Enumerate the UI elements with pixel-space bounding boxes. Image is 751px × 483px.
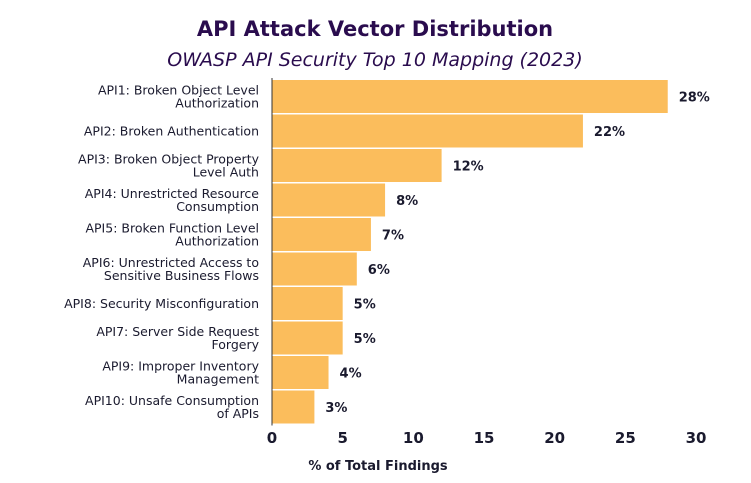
category-label: API4: Unrestricted Resource Consumption bbox=[85, 186, 260, 214]
category-label-line: of APIs bbox=[217, 406, 259, 421]
value-label: 6% bbox=[368, 263, 390, 278]
bar bbox=[272, 287, 343, 320]
category-label-line: API2: Broken Authentication bbox=[84, 124, 259, 139]
value-label: 5% bbox=[354, 332, 376, 347]
chart-title: API Attack Vector Distribution bbox=[197, 17, 553, 41]
category-label-line: Sensitive Business Flows bbox=[104, 268, 259, 283]
x-axis-label: % of Total Findings bbox=[308, 459, 448, 474]
x-tick-label: 10 bbox=[403, 429, 424, 447]
value-label: 5% bbox=[354, 298, 376, 313]
category-label-line: Authorization bbox=[175, 234, 259, 249]
bar bbox=[272, 390, 315, 424]
category-label-line: Management bbox=[177, 372, 259, 387]
bar bbox=[272, 183, 386, 217]
value-label: 28% bbox=[679, 91, 710, 106]
chart-subtitle: OWASP API Security Top 10 Mapping (2023) bbox=[167, 49, 582, 71]
x-tick-label: 30 bbox=[686, 429, 707, 447]
bars-layer bbox=[272, 80, 668, 424]
category-label-line: Authorization bbox=[175, 96, 259, 111]
category-label-line: Level Auth bbox=[193, 165, 259, 180]
value-label: 7% bbox=[382, 229, 404, 244]
category-label-line: Forgery bbox=[212, 337, 260, 352]
category-label-line: API9: Improper Inventory bbox=[102, 359, 259, 374]
category-label-line: API3: Broken Object Property bbox=[78, 152, 260, 167]
category-label-line: Consumption bbox=[176, 199, 259, 214]
category-label-line: API5: Broken Function Level bbox=[85, 221, 259, 236]
category-label: API5: Broken Function Level Authorization bbox=[85, 221, 259, 249]
category-label: API6: Unrestricted Access to Sensitive Bu… bbox=[83, 255, 259, 283]
value-label: 12% bbox=[453, 160, 484, 175]
category-label-line: API6: Unrestricted Access to bbox=[83, 255, 259, 270]
category-label-line: API10: Unsafe Consumption bbox=[85, 393, 259, 408]
bar bbox=[272, 80, 668, 113]
category-label-line: API4: Unrestricted Resource bbox=[85, 186, 260, 201]
x-tick-label: 20 bbox=[544, 429, 565, 447]
x-axis-ticks: 0 5 10 15 20 25 30 bbox=[267, 429, 707, 447]
bar bbox=[272, 252, 357, 286]
value-labels: 28% 22% 12% 8% 7% 6% 5% 5% 4% 3% bbox=[325, 91, 709, 417]
category-label: API2: Broken Authentication bbox=[84, 124, 259, 139]
value-label: 3% bbox=[325, 401, 347, 416]
category-label: API10: Unsafe Consumption of APIs bbox=[85, 393, 259, 421]
bar bbox=[272, 149, 442, 182]
x-tick-label: 5 bbox=[337, 429, 347, 447]
category-label: API8: Security Misconfiguration bbox=[64, 296, 259, 311]
category-label-line: API8: Security Misconfiguration bbox=[64, 296, 259, 311]
category-label: API3: Broken Object Property Level Auth bbox=[78, 152, 260, 180]
bar bbox=[272, 321, 343, 355]
value-label: 8% bbox=[396, 194, 418, 209]
category-label: API1: Broken Object Level Authorization bbox=[98, 83, 259, 111]
x-tick-label: 25 bbox=[615, 429, 636, 447]
category-labels: API1: Broken Object Level AuthorizationAP… bbox=[64, 83, 260, 422]
category-label: API7: Server Side Request Forgery bbox=[96, 324, 259, 352]
value-label: 4% bbox=[340, 367, 362, 382]
category-label-line: API7: Server Side Request bbox=[96, 324, 259, 339]
category-label-line: API1: Broken Object Level bbox=[98, 83, 259, 98]
bar bbox=[272, 218, 371, 251]
bar bbox=[272, 114, 583, 148]
bar bbox=[272, 356, 329, 389]
x-tick-label: 0 bbox=[267, 429, 277, 447]
value-label: 22% bbox=[594, 125, 625, 140]
category-label: API9: Improper Inventory Management bbox=[102, 359, 259, 387]
x-tick-label: 15 bbox=[474, 429, 495, 447]
